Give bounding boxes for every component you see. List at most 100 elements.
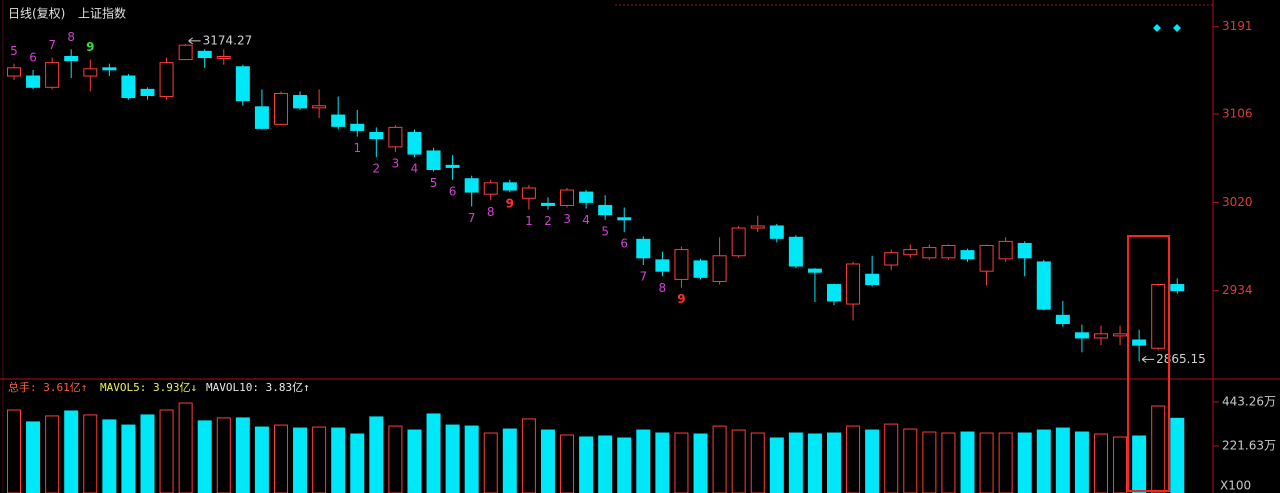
candle-body bbox=[903, 249, 918, 256]
candle-body bbox=[655, 259, 670, 272]
candle-body bbox=[216, 55, 231, 60]
td-count: 7 bbox=[468, 211, 476, 225]
volume-bar bbox=[960, 431, 975, 493]
candle-body bbox=[426, 150, 441, 170]
volume-bar bbox=[827, 432, 842, 493]
candle-body bbox=[560, 189, 575, 206]
volume-bar bbox=[1132, 435, 1147, 493]
volume-legend: MAVOL10: 3.83亿↑ bbox=[206, 381, 310, 394]
volume-bar bbox=[1017, 432, 1032, 493]
y-tick-label: 443.26万 bbox=[1222, 394, 1276, 408]
volume-bar bbox=[1093, 433, 1108, 493]
volume-bar bbox=[102, 419, 117, 493]
volume-bar bbox=[26, 421, 41, 493]
volume-bar bbox=[998, 432, 1013, 493]
volume-bar bbox=[273, 424, 288, 493]
volume-bar bbox=[750, 432, 765, 493]
candle-body bbox=[731, 227, 746, 257]
candle-body bbox=[7, 67, 21, 77]
y-tick-label: 3106 bbox=[1222, 107, 1253, 121]
td-count: 5 bbox=[10, 44, 18, 58]
td-count: 1 bbox=[353, 141, 361, 155]
candle-body bbox=[1074, 332, 1089, 339]
candle-body bbox=[464, 178, 479, 193]
volume-bar bbox=[769, 437, 784, 493]
volume-bar bbox=[426, 413, 441, 493]
volume-bar bbox=[331, 427, 346, 493]
candle-body bbox=[769, 225, 784, 239]
td-count: 9 bbox=[86, 40, 94, 54]
td-count: 5 bbox=[430, 176, 438, 190]
extreme-label: 2865.15 bbox=[1156, 352, 1206, 366]
candle-body bbox=[788, 236, 803, 267]
volume-bar bbox=[598, 435, 613, 493]
candle-body bbox=[693, 260, 708, 278]
volume-bar bbox=[83, 414, 98, 493]
candle-body bbox=[636, 238, 651, 259]
candle-body bbox=[998, 240, 1013, 260]
chart-subtitle: 上证指数 bbox=[78, 6, 126, 21]
td-count: 6 bbox=[449, 184, 457, 198]
td-count: 7 bbox=[48, 38, 56, 52]
candle-body bbox=[369, 132, 384, 140]
candle-body bbox=[807, 268, 822, 273]
candle-body bbox=[159, 62, 174, 98]
volume-bar bbox=[45, 415, 60, 493]
volume-legend: 总手: 3.61亿↑ bbox=[8, 380, 87, 394]
candle-body bbox=[827, 284, 842, 302]
candle-body bbox=[83, 68, 98, 77]
volume-bar bbox=[388, 425, 403, 493]
candle-body bbox=[865, 273, 880, 286]
volume-bar bbox=[560, 434, 575, 493]
volume-bar bbox=[521, 418, 536, 493]
candle-body bbox=[293, 95, 308, 109]
volume-bar bbox=[846, 425, 861, 493]
volume-bar bbox=[1036, 429, 1051, 493]
volume-bar bbox=[655, 432, 670, 493]
volume-bar bbox=[312, 426, 327, 493]
td-count: 9 bbox=[677, 292, 685, 306]
signal-icon bbox=[1153, 24, 1161, 32]
candle-body bbox=[979, 244, 994, 272]
candle-body bbox=[674, 249, 689, 280]
candle-body bbox=[540, 202, 555, 206]
candle-body bbox=[1151, 284, 1166, 349]
candle-body bbox=[197, 50, 212, 59]
candle-body bbox=[445, 164, 460, 168]
candle-body bbox=[273, 92, 288, 125]
volume-bar bbox=[674, 432, 689, 493]
volume-bar bbox=[884, 423, 899, 493]
td-count: 4 bbox=[411, 162, 419, 176]
volume-bar bbox=[731, 429, 746, 493]
candle-body bbox=[178, 44, 193, 61]
candle-body bbox=[1093, 333, 1108, 339]
candle-body bbox=[407, 132, 422, 155]
candle-body bbox=[502, 182, 517, 191]
volume-bar bbox=[1170, 417, 1185, 493]
candle-body bbox=[102, 67, 117, 71]
y-tick-label: 2934 bbox=[1222, 283, 1253, 297]
td-count: 4 bbox=[582, 213, 590, 227]
candle-body bbox=[64, 55, 79, 62]
candle-body bbox=[26, 75, 41, 88]
volume-bar bbox=[483, 432, 498, 493]
candle-body bbox=[712, 255, 727, 282]
volume-bar bbox=[712, 425, 727, 493]
candle-body bbox=[483, 182, 498, 195]
candle-body bbox=[941, 244, 956, 259]
volume-bar bbox=[579, 436, 594, 493]
volume-bar bbox=[1055, 427, 1070, 493]
candle-body bbox=[350, 123, 365, 131]
signal-icon bbox=[1173, 24, 1181, 32]
volume-bar bbox=[903, 428, 918, 493]
candle-body bbox=[884, 252, 899, 266]
candle-body bbox=[846, 263, 861, 305]
y-tick-label: 3020 bbox=[1222, 195, 1253, 209]
candle-body bbox=[121, 75, 136, 99]
candle-body bbox=[521, 187, 536, 199]
extreme-arrow bbox=[188, 37, 201, 45]
volume-bar bbox=[1074, 431, 1089, 493]
volume-bar bbox=[788, 432, 803, 493]
